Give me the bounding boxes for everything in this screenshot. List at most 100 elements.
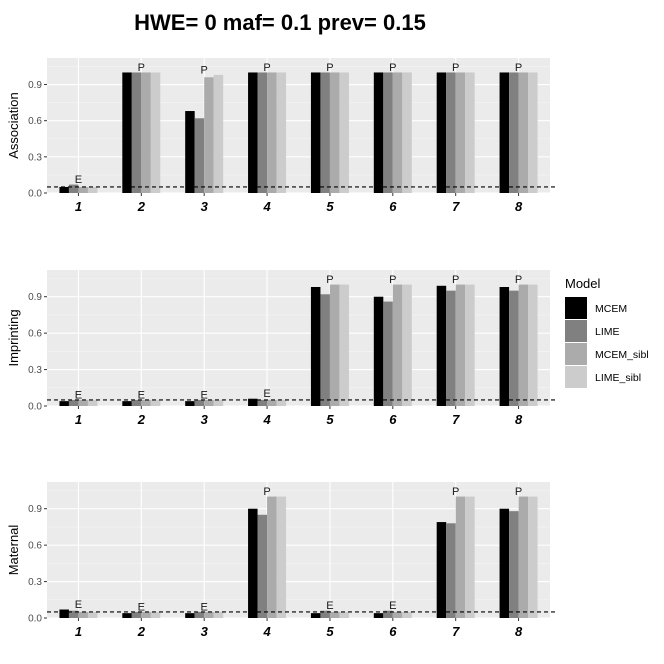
bar-lime_sibl-2: [150, 399, 161, 406]
bar-lime_sibl-4: [276, 496, 287, 618]
legend-label-lime_sibl: LIME_sibl: [595, 372, 641, 384]
bar-mcem-2: [122, 72, 132, 193]
bar-lime-3: [194, 118, 205, 193]
x-tick-label: 6: [389, 624, 397, 639]
x-tick-label: 1: [75, 624, 82, 639]
x-tick-label: 4: [262, 624, 271, 639]
bar-lime-3: [194, 399, 205, 406]
bar-mcem_sibl-1: [78, 399, 88, 406]
bar-lime_sibl-2: [150, 611, 161, 618]
bar-lime-2: [131, 399, 142, 406]
bar-lime-7: [446, 72, 456, 193]
bar-annotation: E: [389, 600, 396, 612]
bar-mcem_sibl-1: [78, 611, 88, 618]
y-axis-label: Imprinting: [6, 309, 21, 366]
bar-mcem_sibl-5: [329, 284, 340, 406]
bar-annotation: P: [452, 62, 459, 74]
bar-lime_sibl-5: [339, 284, 349, 406]
bar-mcem_sibl-6: [392, 72, 403, 193]
legend-key-mcem: [565, 297, 587, 319]
bar-annotation: P: [452, 486, 459, 498]
bar-mcem-1: [59, 609, 69, 618]
bar-mcem-4: [248, 398, 258, 406]
bar-lime-4: [257, 399, 268, 406]
y-tick-label: 0.6: [28, 116, 42, 127]
panel-association: E P P P P P P P 0.0 0.3 0.6 0.9 1 2 3 4 5 6 7 8 Association: [6, 58, 558, 214]
bar-annotation: P: [326, 62, 333, 74]
bar-lime-6: [383, 301, 393, 406]
y-tick-label: 0.6: [28, 329, 42, 340]
legend-title: Model: [565, 276, 601, 291]
bar-mcem_sibl-7: [455, 496, 466, 618]
bar-mcem-5: [310, 287, 321, 406]
y-tick-label: 0.0: [28, 402, 42, 413]
bar-mcem_sibl-3: [204, 399, 214, 406]
bar-mcem_sibl-1: [78, 186, 88, 193]
bar-annotation: P: [263, 62, 270, 74]
legend-label-lime: LIME: [595, 326, 620, 338]
y-tick-label: 0.6: [28, 541, 42, 552]
bar-lime-3: [194, 611, 205, 618]
bar-lime_sibl-5: [339, 72, 349, 193]
bar-annotation: E: [201, 389, 208, 401]
bar-annotation: P: [326, 274, 333, 286]
bar-mcem_sibl-4: [267, 72, 277, 193]
bar-lime_sibl-6: [402, 611, 412, 618]
x-tick-label: 4: [262, 412, 271, 427]
bar-mcem_sibl-5: [329, 611, 340, 618]
bar-mcem-6: [373, 72, 384, 193]
bar-lime_sibl-7: [465, 284, 475, 406]
y-axis-label: Maternal: [6, 525, 21, 576]
bar-mcem-4: [248, 508, 258, 618]
bar-lime_sibl-4: [276, 72, 287, 193]
legend-key-lime_sibl: [565, 366, 587, 388]
bar-lime_sibl-3: [213, 611, 224, 618]
bar-lime_sibl-5: [339, 611, 349, 618]
y-tick-label: 0.9: [28, 80, 42, 91]
bar-lime-6: [383, 72, 393, 193]
bar-lime-8: [509, 511, 519, 618]
bar-mcem_sibl-5: [329, 72, 340, 193]
bar-mcem-3: [185, 111, 195, 193]
bar-annotation: E: [326, 600, 333, 612]
bar-mcem_sibl-4: [267, 496, 277, 618]
bar-lime-7: [446, 523, 456, 618]
bar-annotation: E: [138, 601, 145, 613]
panel-imprinting: E E E E P P P P 0.0 0.3 0.6 0.9 1 2 3 4 5 6 7 8 Imprinting: [6, 270, 558, 427]
bar-mcem_sibl-7: [455, 284, 466, 406]
bar-mcem_sibl-3: [204, 611, 214, 618]
legend-key-mcem_sibl: [565, 343, 587, 365]
bar-annotation: E: [75, 389, 82, 401]
bar-mcem-6: [373, 296, 384, 406]
bar-mcem_sibl-2: [141, 611, 151, 618]
x-tick-label: 8: [515, 199, 523, 214]
x-tick-label: 7: [452, 199, 460, 214]
bar-lime-4: [257, 72, 268, 193]
x-tick-label: 5: [326, 624, 334, 639]
bar-lime-5: [320, 610, 330, 618]
y-tick-label: 0.3: [28, 577, 42, 588]
y-tick-label: 0.9: [28, 504, 42, 515]
bar-lime_sibl-3: [213, 399, 224, 406]
bar-lime-8: [509, 290, 519, 406]
x-tick-label: 5: [326, 199, 334, 214]
bar-mcem-8: [499, 508, 510, 618]
bar-lime_sibl-3: [213, 74, 224, 193]
bar-mcem_sibl-6: [392, 611, 403, 618]
bar-mcem_sibl-7: [455, 72, 466, 193]
bar-mcem-1: [59, 401, 69, 406]
bar-annotation: P: [515, 486, 522, 498]
x-tick-label: 2: [137, 624, 146, 639]
x-tick-label: 3: [201, 624, 209, 639]
bar-annotation: P: [389, 274, 396, 286]
bar-lime_sibl-6: [402, 284, 412, 406]
bar-annotation: P: [138, 62, 145, 74]
bar-annotation: E: [75, 174, 82, 186]
bar-lime_sibl-1: [87, 399, 98, 406]
bar-annotation: P: [201, 64, 208, 76]
bar-mcem-4: [248, 72, 258, 193]
x-tick-label: 5: [326, 412, 334, 427]
bar-lime_sibl-7: [465, 496, 475, 618]
x-tick-label: 1: [75, 412, 82, 427]
